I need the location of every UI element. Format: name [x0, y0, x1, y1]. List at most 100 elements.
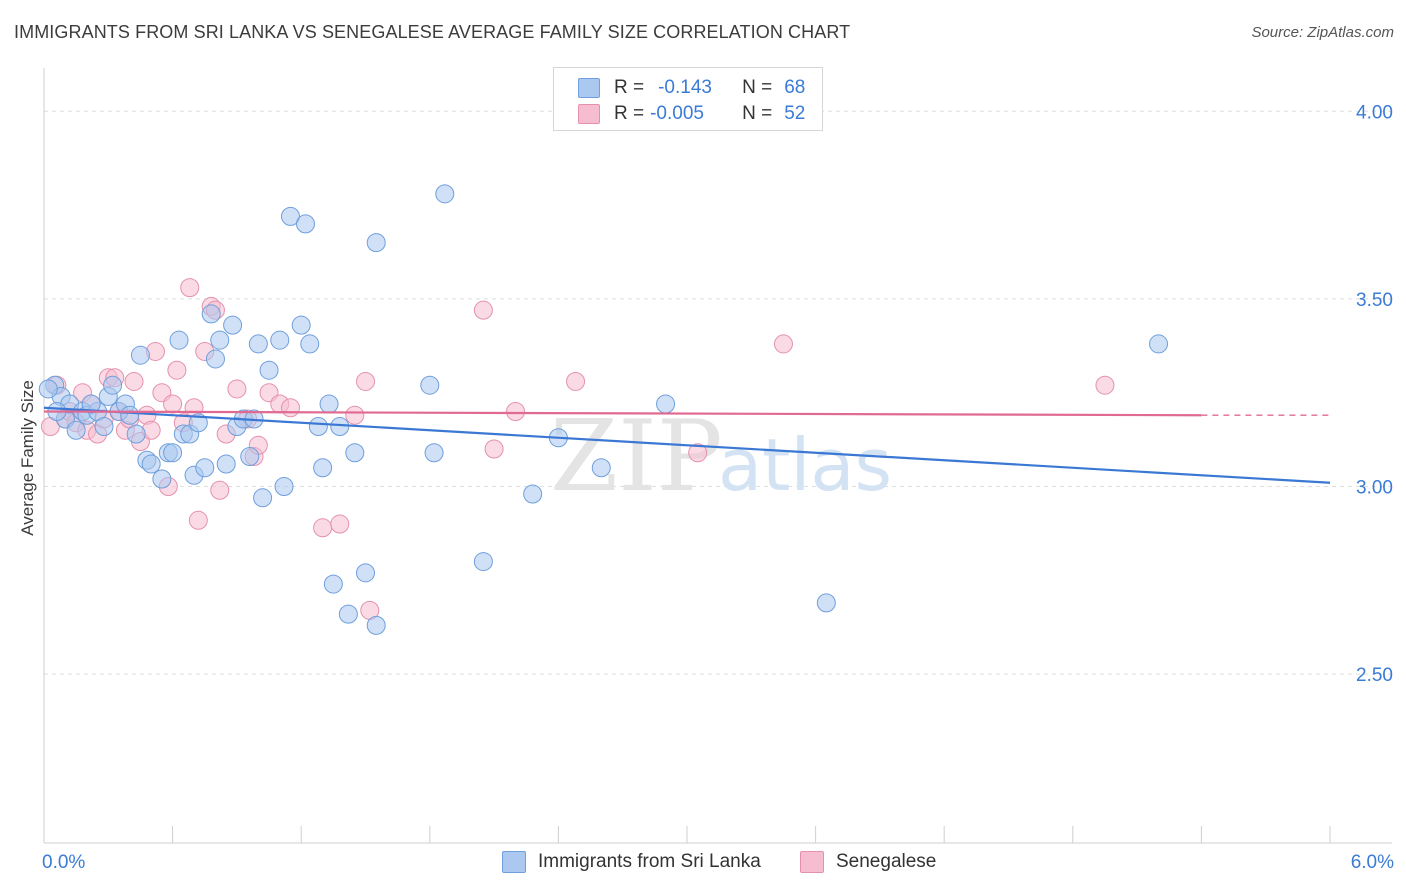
- sri-lanka-point: [188, 413, 208, 433]
- sri-lanka-point: [274, 477, 294, 497]
- sri-lanka-point: [308, 416, 328, 436]
- sri-lanka-point: [1149, 334, 1169, 354]
- senegalese-point: [313, 518, 333, 538]
- senegalese-point: [330, 514, 350, 534]
- senegalese-point: [180, 278, 200, 298]
- y-tick-label: 3.00: [1356, 478, 1393, 499]
- senegalese-point: [188, 510, 208, 530]
- senegalese-point: [345, 405, 365, 425]
- sri-lanka-point: [338, 604, 358, 624]
- sri-lanka-point: [523, 484, 543, 504]
- sri-lanka-point: [270, 330, 290, 350]
- senegalese-point: [227, 379, 247, 399]
- x-min-label: 0.0%: [42, 852, 86, 873]
- sri-lanka-point: [330, 416, 350, 436]
- sri-lanka-point: [152, 469, 172, 489]
- sri-lanka-point: [291, 315, 311, 335]
- legend-n-label: N =: [742, 77, 773, 98]
- legend-label-sri-lanka: Immigrants from Sri Lanka: [538, 851, 761, 872]
- legend-swatch-blue: [502, 851, 526, 873]
- sri-lanka-point: [130, 345, 150, 365]
- sri-lanka-point: [300, 334, 320, 354]
- sri-lanka-point: [473, 552, 493, 572]
- y-tick-labels: 2.50 3.00 3.50 4.00: [1356, 102, 1393, 686]
- sri-lanka-trend-line: [43, 406, 1331, 484]
- sri-lanka-point: [356, 563, 375, 583]
- sri-lanka-point: [259, 360, 279, 380]
- senegalese-point: [124, 371, 144, 391]
- stats-legend: R = -0.143 N = 68 R = -0.005 N = 52: [553, 67, 823, 131]
- sri-lanka-point: [120, 405, 140, 425]
- sri-lanka-point: [195, 458, 215, 478]
- legend-r-label: R =: [614, 103, 645, 124]
- senegalese-trend-line: [43, 410, 1202, 417]
- sri-lanka-point: [169, 330, 189, 350]
- sri-lanka-point: [210, 330, 230, 350]
- sri-lanka-point: [248, 334, 268, 354]
- legend-row-sri-lanka: R = -0.143 N = 68: [578, 76, 805, 100]
- senegalese-point: [506, 401, 526, 421]
- axes: [43, 68, 1392, 844]
- sri-lanka-point: [313, 458, 333, 478]
- legend-swatch-blue: [578, 78, 600, 98]
- sri-lanka-point: [223, 315, 243, 335]
- watermark-atlas: atlas: [718, 423, 892, 507]
- sri-lanka-point: [420, 375, 440, 395]
- senegalese-point: [167, 360, 187, 380]
- sri-lanka-point: [141, 454, 161, 474]
- legend-swatch-pink: [800, 851, 824, 873]
- series-legend: Immigrants from Sri Lanka Senegalese: [0, 851, 1406, 877]
- sri-lanka-point: [816, 593, 836, 613]
- grid-lines: [44, 110, 1392, 675]
- sri-lanka-point: [345, 443, 365, 463]
- sri-lanka-point: [280, 206, 300, 226]
- legend-row-senegalese: R = -0.005 N = 52: [578, 102, 805, 126]
- sri-lanka-point: [81, 394, 101, 414]
- sri-lanka-point: [366, 615, 386, 635]
- legend-item-senegalese: Senegalese: [800, 851, 936, 873]
- sri-lanka-point: [66, 420, 86, 440]
- sri-lanka-point: [94, 416, 114, 436]
- watermark: ZIP atlas: [550, 400, 892, 514]
- legend-item-sri-lanka: Immigrants from Sri Lanka: [502, 851, 761, 873]
- senegalese-point: [210, 480, 230, 500]
- senegalese-point: [1095, 375, 1115, 395]
- sri-lanka-point: [103, 375, 123, 395]
- senegalese-point: [773, 334, 793, 354]
- legend-n-value: 68: [784, 77, 806, 98]
- y-tick-label: 3.50: [1356, 290, 1393, 311]
- sri-lanka-point: [323, 574, 343, 594]
- sri-lanka-point: [163, 443, 183, 463]
- x-max-label: 6.0%: [1350, 852, 1394, 873]
- sri-lanka-point: [126, 424, 146, 444]
- legend-r-value: -0.005: [650, 103, 704, 124]
- sri-lanka-point: [366, 233, 386, 253]
- senegalese-points: [40, 278, 1115, 620]
- y-tick-label: 4.00: [1356, 102, 1393, 123]
- source-label: Source: ZipAtlas.com: [1251, 24, 1394, 41]
- senegalese-point: [163, 394, 183, 414]
- senegalese-point: [566, 371, 586, 391]
- sri-lanka-point: [216, 454, 236, 474]
- legend-swatch-pink: [578, 104, 600, 124]
- sri-lanka-point: [424, 443, 444, 463]
- chart-title: IMMIGRANTS FROM SRI LANKA VS SENEGALESE …: [14, 22, 851, 42]
- senegalese-point: [356, 371, 375, 391]
- sri-lanka-point: [656, 394, 676, 414]
- sri-lanka-point: [435, 184, 455, 204]
- sri-lanka-point: [240, 447, 260, 467]
- legend-r-label: R =: [614, 77, 645, 98]
- legend-n-label: N =: [742, 103, 773, 124]
- trend-lines: [43, 406, 1331, 484]
- y-tick-label: 2.50: [1356, 665, 1393, 686]
- sri-lanka-point: [201, 304, 221, 324]
- senegalese-point: [280, 398, 300, 418]
- sri-lanka-point: [295, 214, 315, 234]
- legend-r-value: -0.143: [658, 77, 712, 98]
- senegalese-point: [484, 439, 504, 459]
- sri-lanka-points: [38, 184, 1169, 635]
- sri-lanka-point: [319, 394, 339, 414]
- legend-n-value: 52: [784, 103, 806, 124]
- senegalese-point: [473, 300, 493, 320]
